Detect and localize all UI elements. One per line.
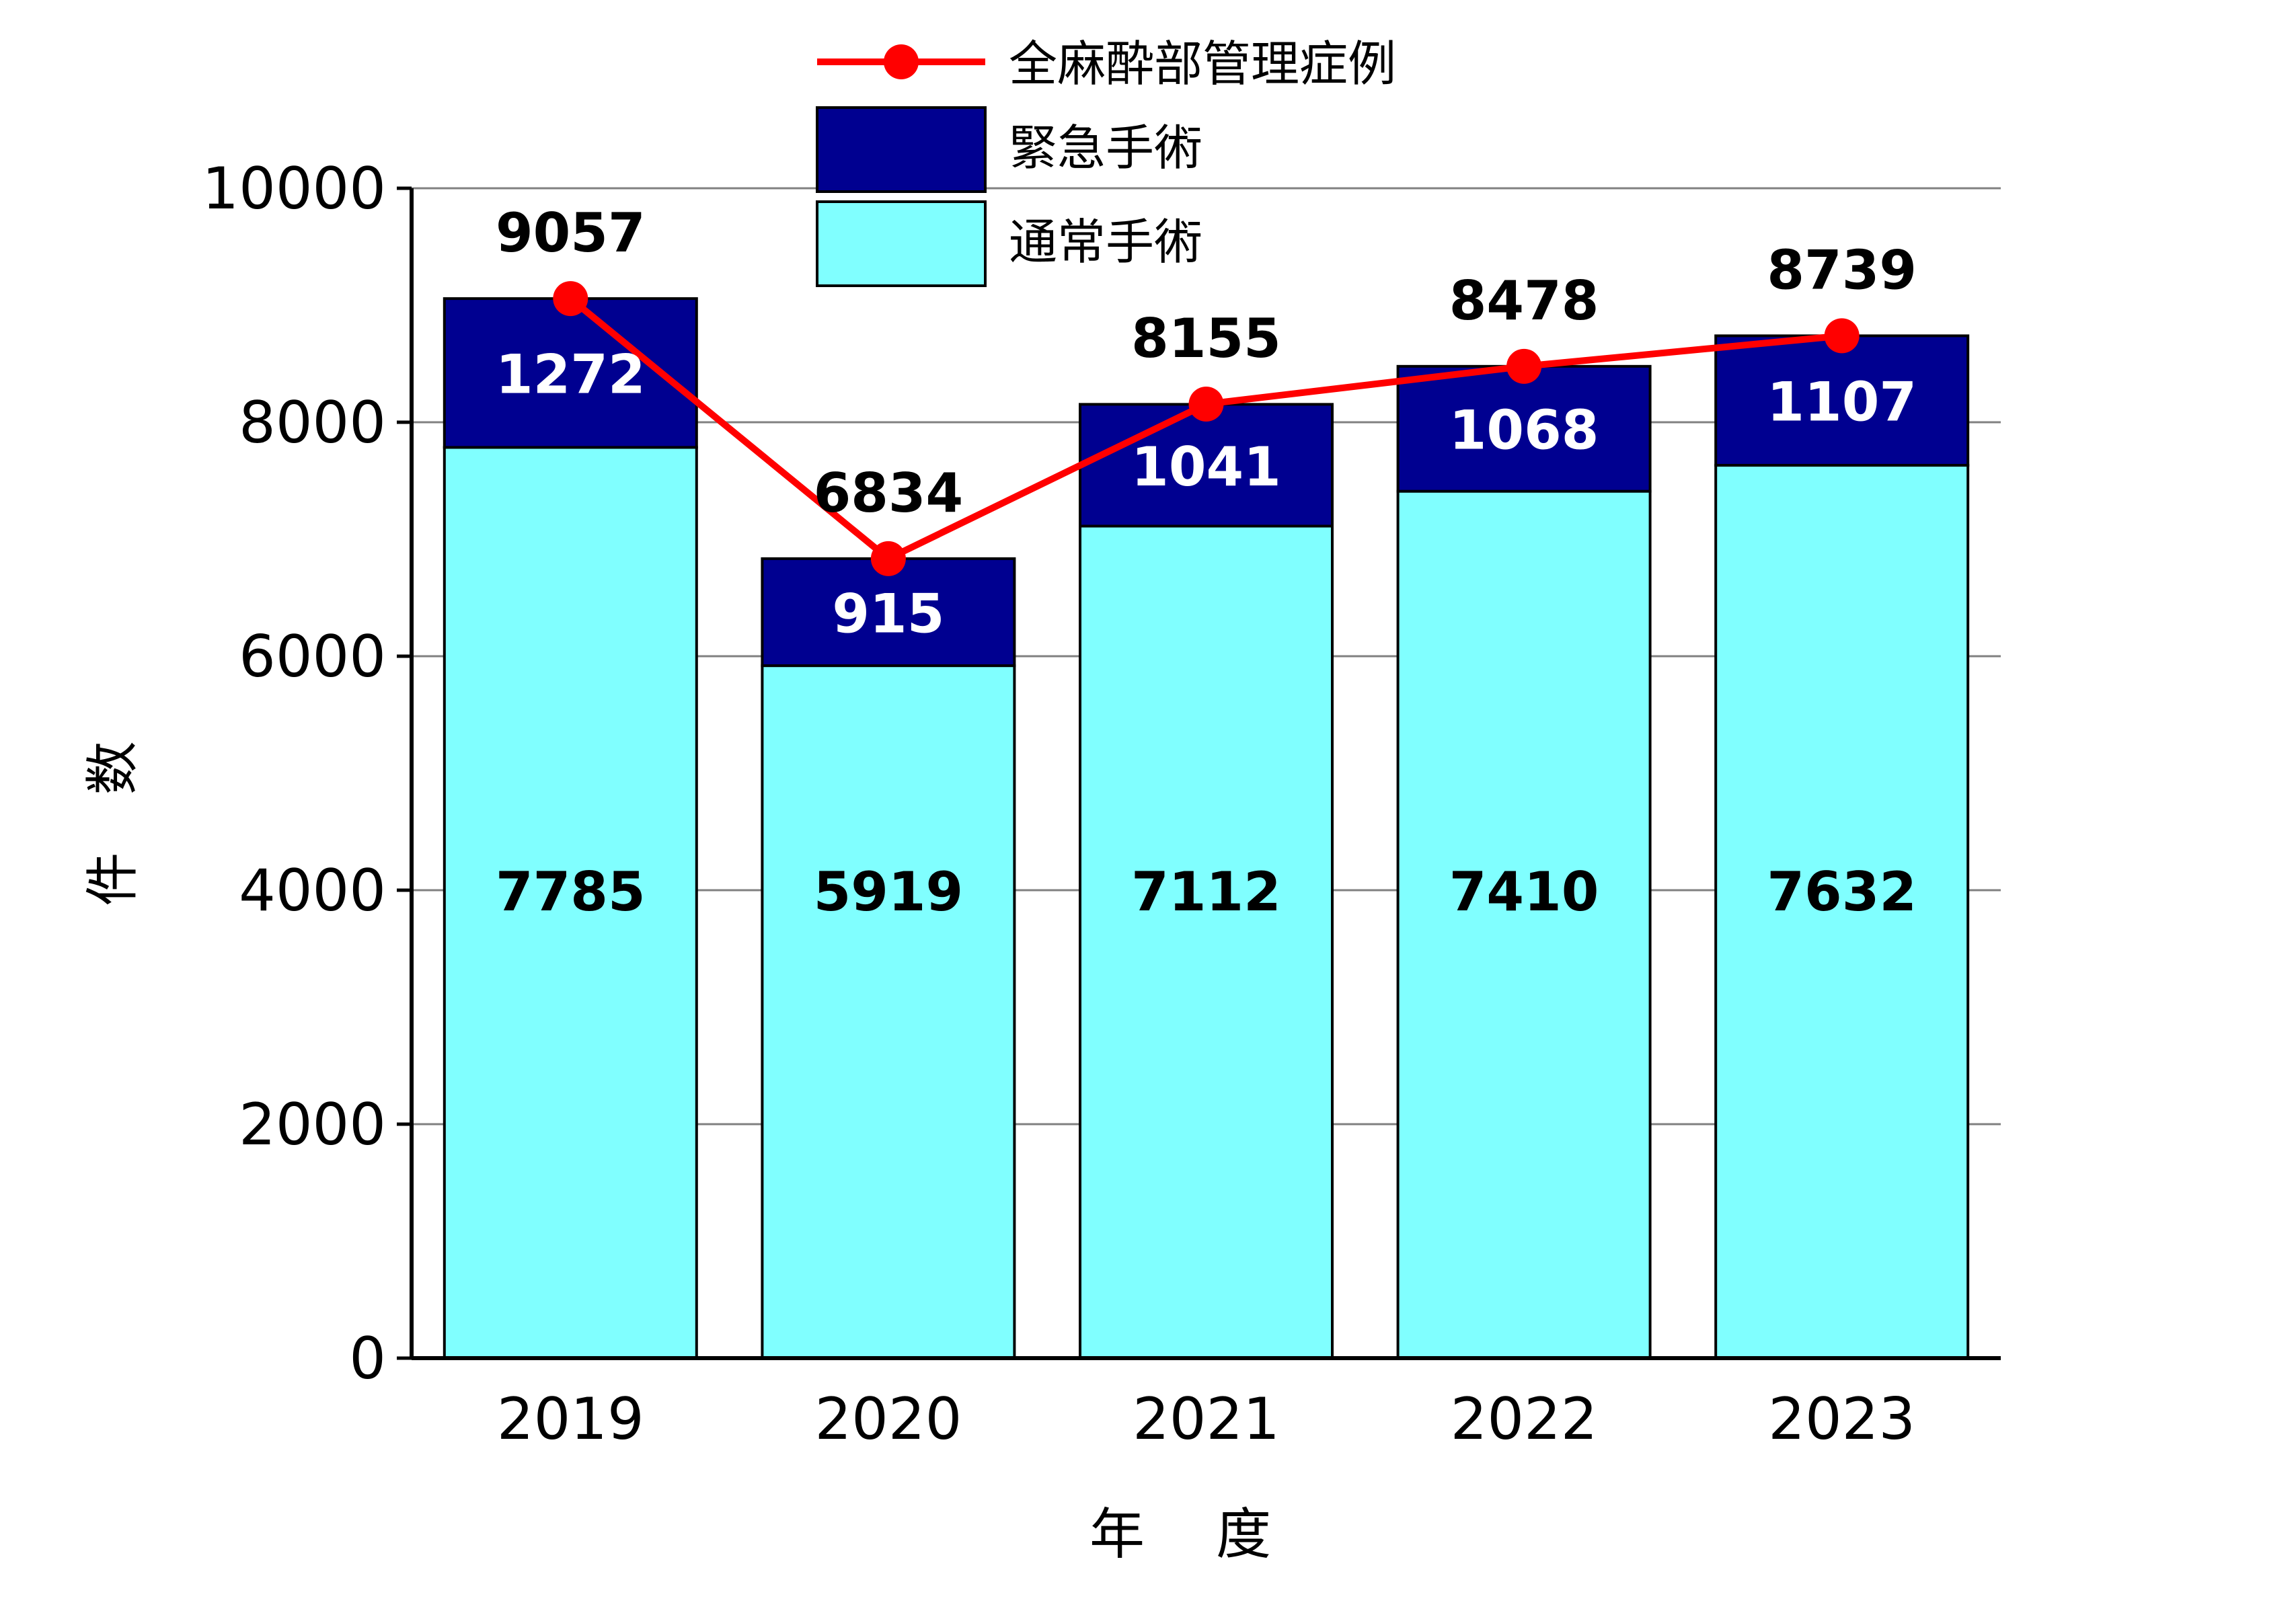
bar-segment-regular: [443, 446, 698, 1359]
y-tick-label: 2000: [239, 1091, 386, 1158]
bar-value-label: 1107: [1767, 371, 1917, 434]
x-tick-label: 2021: [1133, 1386, 1280, 1453]
legend-label: 緊急手術: [1009, 120, 1202, 176]
total-line-point: [1824, 318, 1860, 354]
legend-label: 全麻酔部管理症例: [1009, 36, 1396, 92]
total-value-label: 8739: [1767, 239, 1917, 301]
bar-segment-regular: [1714, 464, 1970, 1359]
total-line: [553, 281, 1860, 576]
legend-label: 通常手術: [1009, 214, 1202, 270]
axes: 0 2000 4000 6000 8000 10000 2019 2020 2021 2022 20…: [202, 155, 2001, 1453]
total-value-label: 9057: [496, 202, 646, 264]
x-tick-label: 2023: [1768, 1386, 1915, 1453]
total-line-point: [870, 541, 906, 576]
y-tick-label: 10000: [202, 155, 386, 223]
total-value-label: 6834: [814, 462, 964, 524]
total-line-point: [553, 281, 588, 317]
total-line-point: [1506, 348, 1542, 384]
bar-value-label: 1272: [496, 344, 646, 406]
legend-line-marker: [884, 44, 919, 79]
x-tick-label: 2022: [1451, 1386, 1598, 1453]
y-axis-title: 件 数: [81, 721, 144, 906]
legend-bar-swatch: [816, 200, 987, 287]
y-tick-label: 8000: [239, 389, 386, 457]
bar-value-label: 5919: [814, 861, 964, 923]
y-tick-label: 6000: [239, 623, 386, 691]
legend-bar-swatch: [816, 106, 987, 193]
bar-value-label: 915: [832, 582, 944, 645]
y-tick-label: 4000: [239, 857, 386, 924]
bar-segment-regular: [1396, 489, 1652, 1359]
x-axis-title: 年 度: [1089, 1503, 1298, 1567]
bar-segment-regular: [761, 664, 1016, 1359]
bar-value-label: 7410: [1449, 861, 1599, 923]
total-value-label: 8155: [1131, 307, 1281, 370]
bar-value-label: 7112: [1131, 861, 1281, 923]
bar-value-label: 7785: [496, 861, 646, 923]
bars: [443, 297, 1970, 1360]
total-line-point: [1188, 387, 1224, 422]
data-labels: 7785 1272 5919 915 7112 1041 7410 1068 7632 1107 9…: [496, 202, 1917, 923]
bar-value-label: 1068: [1449, 399, 1599, 462]
bar-value-label: 7632: [1767, 861, 1917, 923]
x-tick-label: 2019: [497, 1386, 644, 1453]
bar-segment-regular: [1079, 524, 1334, 1360]
x-tick-label: 2020: [814, 1386, 962, 1453]
total-value-label: 8478: [1449, 270, 1599, 332]
bar-value-label: 1041: [1131, 436, 1281, 498]
bar-segment-emergency: [443, 297, 698, 449]
bar-segment-emergency: [1396, 364, 1652, 493]
y-tick-label: 0: [349, 1325, 386, 1392]
bar-segment-emergency: [1714, 334, 1970, 467]
